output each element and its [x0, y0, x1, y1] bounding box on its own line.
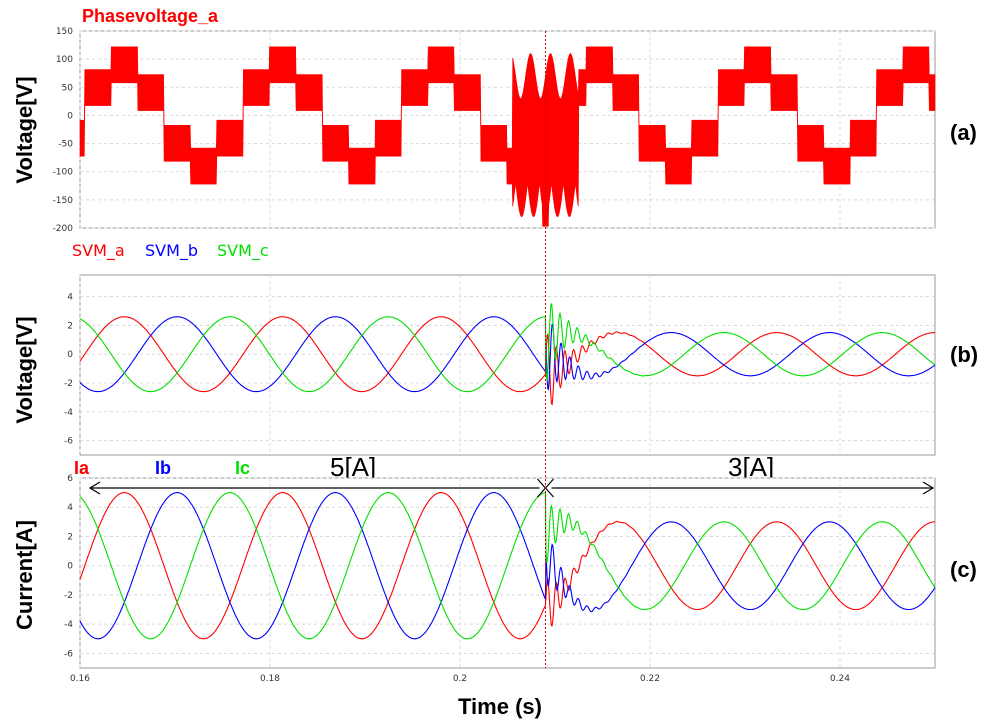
y-tick-label: 0: [67, 111, 73, 121]
arrow-head-left: [88, 481, 101, 495]
series-line-ic: [79, 492, 936, 640]
panel-b-frame: [79, 274, 936, 456]
legend-ic: Ic: [235, 458, 250, 478]
series-line-ia: [79, 492, 936, 640]
panel-a: Phasevoltage_a 150100500-50-100-150-200 …: [12, 6, 977, 234]
y-tick-label: 150: [56, 27, 73, 37]
y-tick-label: -2: [64, 379, 73, 389]
panel-b-yticks: 4 2 0 -2 -4 -6: [64, 293, 73, 447]
series-line-svm_b: [79, 316, 936, 393]
annotation-5a: 5[A]: [330, 452, 376, 482]
legend-ib: Ib: [155, 458, 171, 478]
panel-c-tag: (c): [950, 557, 977, 582]
panel-b: SVM_a SVM_b SVM_c 4 2 0 -2 -4 -6 Voltage[V] (…: [12, 241, 978, 456]
legend-svm-b: SVM_b: [145, 241, 198, 261]
y-tick-label: -4: [64, 408, 73, 418]
panel-c-xticks: 0.16 0.18 0.2 0.22 0.24: [70, 674, 850, 684]
legend-svm-a: SVM_a: [72, 241, 125, 261]
x-tick-label: 0.16: [70, 674, 90, 684]
y-tick-label: -50: [58, 140, 73, 150]
legend-svm-c: SVM_c: [217, 241, 269, 261]
y-tick-label: -2: [64, 591, 73, 601]
y-tick-label: -100: [53, 168, 74, 178]
panel-c-frame: [79, 477, 936, 669]
series-line-svm_c: [79, 303, 936, 393]
panel-c-traces: [79, 492, 936, 640]
annotation-3a: 3[A]: [728, 452, 774, 482]
y-tick-label: 100: [56, 55, 73, 65]
panel-c-range-arrows: [88, 478, 935, 498]
y-tick-label: -150: [53, 196, 74, 206]
panel-b-traces: [79, 303, 936, 406]
y-tick-label: -4: [64, 620, 73, 630]
legend-ia: Ia: [74, 458, 90, 478]
x-axis-label: Time (s): [458, 694, 542, 719]
y-tick-label: -6: [64, 437, 73, 447]
x-tick-label: 0.18: [260, 674, 280, 684]
series-line-svm_a: [79, 316, 935, 406]
x-tick-label: 0.24: [830, 674, 850, 684]
x-tick-label: 0.22: [640, 674, 660, 684]
y-tick-label: 2: [67, 532, 73, 542]
x-tick-label: 0.2: [453, 674, 467, 684]
y-tick-label: -200: [53, 224, 74, 234]
y-tick-label: -6: [64, 649, 73, 659]
y-tick-label: 2: [67, 321, 73, 331]
y-tick-label: 0: [67, 350, 73, 360]
panel-b-tag: (b): [950, 342, 978, 367]
arrow-head-right: [922, 481, 935, 495]
panel-a-tag: (a): [950, 120, 977, 145]
panel-a-trace: [79, 46, 936, 227]
y-tick-label: 4: [67, 293, 73, 303]
panel-a-title: Phasevoltage_a: [82, 6, 219, 26]
y-tick-label: 0: [67, 562, 73, 572]
panel-b-ylabel: Voltage[V]: [12, 316, 37, 423]
series-line-ib: [79, 492, 936, 640]
y-tick-label: 6: [67, 474, 73, 484]
panel-a-ylabel: Voltage[V]: [12, 76, 37, 183]
y-tick-label: 50: [62, 83, 74, 93]
panel-c-yticks: 6 4 2 0 -2 -4 -6: [64, 474, 73, 659]
panel-a-yticks: 150 100 50 0 -50 -100 -150 -200: [53, 27, 74, 234]
series-band-phasevoltage-a: [79, 46, 936, 227]
y-tick-label: 4: [67, 503, 73, 513]
panel-c-ylabel: Current[A]: [12, 520, 37, 630]
